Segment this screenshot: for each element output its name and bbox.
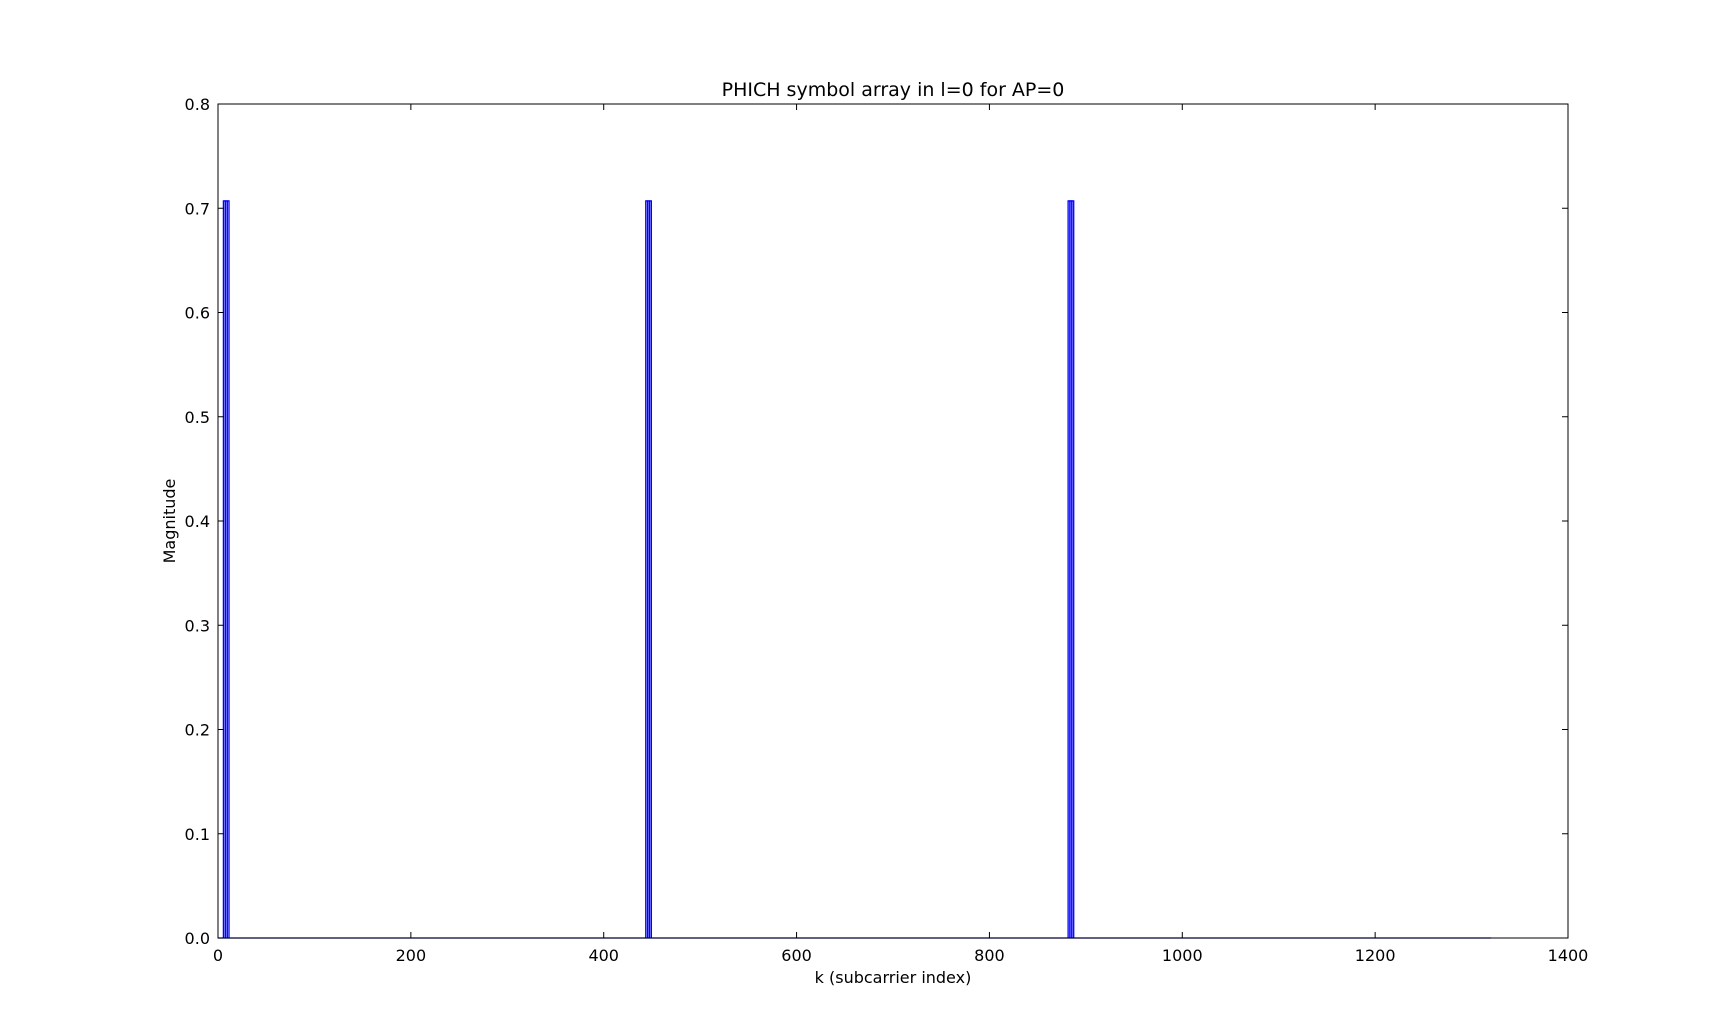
x-tick-label: 1000: [1162, 946, 1203, 965]
y-tick-label: 0.3: [185, 616, 210, 635]
series-pulse: [648, 200, 652, 938]
x-tick-label: 1400: [1548, 946, 1589, 965]
y-tick-label: 0.4: [185, 512, 210, 531]
x-tick-label: 400: [588, 946, 619, 965]
y-tick-label: 0.5: [185, 408, 210, 427]
y-tick-label: 0.6: [185, 304, 210, 323]
y-axis-label: Magnitude: [160, 479, 179, 564]
series-pulse: [1071, 200, 1075, 938]
x-tick-label: 0: [213, 946, 223, 965]
series-pulse: [226, 200, 230, 938]
plot-frame: [217, 103, 1569, 939]
x-tick-label: 600: [781, 946, 812, 965]
chart-title: PHICH symbol array in l=0 for AP=0: [722, 79, 1065, 101]
x-axis-label: k (subcarrier index): [815, 968, 972, 987]
y-tick-label: 0.1: [185, 825, 210, 844]
x-tick-label: 1200: [1355, 946, 1396, 965]
y-tick-label: 0.7: [185, 199, 210, 218]
x-tick-label: 200: [396, 946, 427, 965]
y-tick-label: 0.8: [185, 95, 210, 114]
y-tick-label: 0.0: [185, 929, 210, 948]
x-tick-label: 800: [974, 946, 1005, 965]
y-tick-label: 0.2: [185, 721, 210, 740]
